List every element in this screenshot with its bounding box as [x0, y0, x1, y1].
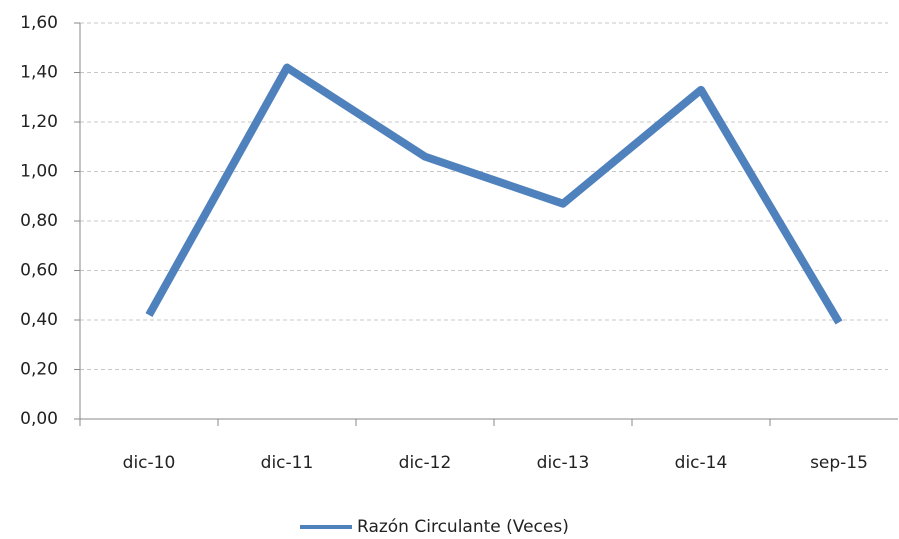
- x-tick-label: dic-13: [537, 453, 590, 473]
- y-tick-label: 1,00: [20, 162, 58, 182]
- x-tick-label: dic-12: [399, 453, 452, 473]
- y-tick-label: 0,40: [20, 310, 58, 330]
- y-tick-label: 0,60: [20, 261, 58, 281]
- y-tick-label: 1,60: [20, 13, 58, 33]
- y-tick-label: 0,80: [20, 211, 58, 231]
- x-tick-label: dic-10: [123, 453, 176, 473]
- y-tick-label: 1,20: [20, 112, 58, 132]
- x-tick-label: sep-15: [810, 453, 868, 473]
- x-tick-label: dic-11: [261, 453, 314, 473]
- y-tick-label: 0,20: [20, 360, 58, 380]
- y-tick-label: 0,00: [20, 409, 58, 429]
- x-tick-label: dic-14: [675, 453, 728, 473]
- y-tick-label: 1,40: [20, 63, 58, 83]
- legend-label: Razón Circulante (Veces): [357, 517, 569, 537]
- data-line: [145, 63, 843, 325]
